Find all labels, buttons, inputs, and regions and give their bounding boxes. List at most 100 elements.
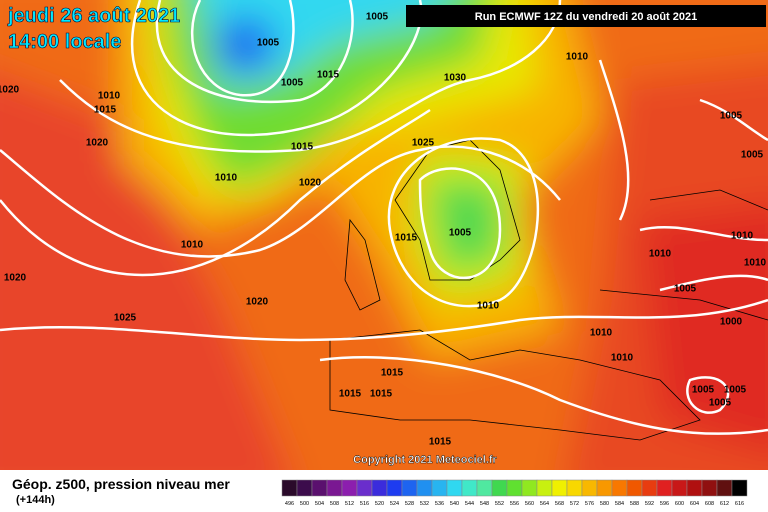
isobar-label: 1005	[281, 78, 304, 89]
scale-label: 524	[390, 501, 399, 507]
isobar-label: 1025	[412, 138, 435, 149]
isobar-label: 1005	[741, 150, 764, 161]
scale-label: 596	[660, 501, 669, 507]
scale-swatch	[641, 479, 658, 497]
scale-label: 540	[450, 501, 459, 507]
footer: Géop. z500, pression niveau mer (+144h) …	[0, 470, 768, 512]
scale-label: 560	[525, 501, 534, 507]
isobar-label: 1030	[444, 73, 467, 84]
scale-label: 520	[375, 501, 384, 507]
scale-label: 552	[495, 501, 504, 507]
scale-swatch	[326, 479, 343, 497]
isobar-label: 1015	[370, 389, 393, 400]
scale-label: 536	[435, 501, 444, 507]
isobar-label: 1010	[215, 173, 238, 184]
scale-label: 564	[540, 501, 549, 507]
isobar-label: 1020	[299, 178, 322, 189]
time-label: 14:00 locale	[8, 31, 121, 53]
scale-swatch	[716, 479, 733, 497]
scale-label: 572	[570, 501, 579, 507]
scale-swatch	[671, 479, 688, 497]
scale-label: 496	[285, 501, 294, 507]
scale-swatch	[386, 479, 403, 497]
scale-label: 608	[705, 501, 714, 507]
scale-swatch	[536, 479, 553, 497]
scale-label: 512	[345, 501, 354, 507]
coastlines	[329, 139, 768, 441]
scale-label: 604	[690, 501, 699, 507]
scale-label: 532	[420, 501, 429, 507]
lead-time: (+144h)	[16, 494, 55, 506]
run-label: Run ECMWF 12Z du vendredi 20 août 2021	[475, 11, 698, 23]
scale-label: 612	[720, 501, 729, 507]
isobar-label: 1005	[720, 111, 743, 122]
scale-label: 588	[630, 501, 639, 507]
scale-label: 548	[480, 501, 489, 507]
scale-label: 544	[465, 501, 474, 507]
color-scale: 496 500 504 508 512 516 520 524 528 532 536 540 544 5…	[281, 479, 748, 507]
isobar-lines	[0, 0, 768, 434]
isobar-label: 1015	[395, 233, 418, 244]
isobar-label: 1015	[291, 142, 314, 153]
isobar-label: 1005	[449, 228, 472, 239]
scale-swatch	[686, 479, 703, 497]
isobar-label: 1005	[674, 284, 697, 295]
scale-swatch	[431, 479, 448, 497]
scale-swatch	[461, 479, 478, 497]
scale-label: 568	[555, 501, 564, 507]
isobar-label: 1020	[246, 297, 269, 308]
chart-title: Géop. z500, pression niveau mer	[12, 476, 230, 492]
isobar-label: 1015	[429, 437, 452, 448]
isobar-label: 1005	[692, 385, 715, 396]
isobar-label: 1010	[649, 249, 672, 260]
isobar-label: 1010	[611, 353, 634, 364]
scale-swatch	[356, 479, 373, 497]
isobar-label: 1010	[181, 240, 204, 251]
isobar-labels: 1005 1005 1005 1015 1030 1010 1010 1015 1020 1015…	[0, 12, 767, 448]
scale-swatch	[731, 479, 748, 497]
isobar-label: 1010	[98, 91, 121, 102]
scale-swatch	[596, 479, 613, 497]
scale-swatch	[701, 479, 718, 497]
scale-swatch	[416, 479, 433, 497]
scale-label: 508	[330, 501, 339, 507]
isobar-label: 1005	[257, 38, 280, 49]
isobar-label: 1020	[0, 85, 20, 96]
scale-swatch	[371, 479, 388, 497]
scale-label: 504	[315, 501, 324, 507]
scale-label: 616	[735, 501, 744, 507]
scale-label: 516	[360, 501, 369, 507]
isobar-label: 1015	[317, 70, 340, 81]
isobar-label: 1010	[731, 231, 754, 242]
scale-swatch	[401, 479, 418, 497]
isobar-label: 1020	[86, 138, 109, 149]
scale-swatch	[311, 479, 328, 497]
isobar-label: 1025	[114, 313, 137, 324]
scale-swatch	[281, 479, 298, 497]
scale-label: 556	[510, 501, 519, 507]
scale-swatch	[506, 479, 523, 497]
isobar-label: 1005	[724, 385, 747, 396]
isobar-label: 1015	[94, 105, 117, 116]
scale-label: 576	[585, 501, 594, 507]
isobar-label: 1015	[339, 389, 362, 400]
scale-label: 500	[300, 501, 309, 507]
isobar-label: 1010	[477, 301, 500, 312]
isobar-label: 1015	[381, 368, 404, 379]
isobar-label: 1010	[744, 258, 767, 269]
scale-swatch	[446, 479, 463, 497]
scale-label: 592	[645, 501, 654, 507]
scale-swatch	[521, 479, 538, 497]
isobar-label: 1000	[720, 317, 743, 328]
scale-label: 528	[405, 501, 414, 507]
scale-swatch	[341, 479, 358, 497]
scale-swatch	[611, 479, 628, 497]
map: 1005 1005 1005 1015 1030 1010 1010 1015 1020 1015…	[0, 0, 768, 470]
isobar-label: 1020	[4, 273, 27, 284]
scale-swatch	[551, 479, 568, 497]
isobar-label: 1005	[709, 398, 732, 409]
scale-swatch	[296, 479, 313, 497]
scale-swatch	[626, 479, 643, 497]
isobar-label: 1010	[590, 328, 613, 339]
